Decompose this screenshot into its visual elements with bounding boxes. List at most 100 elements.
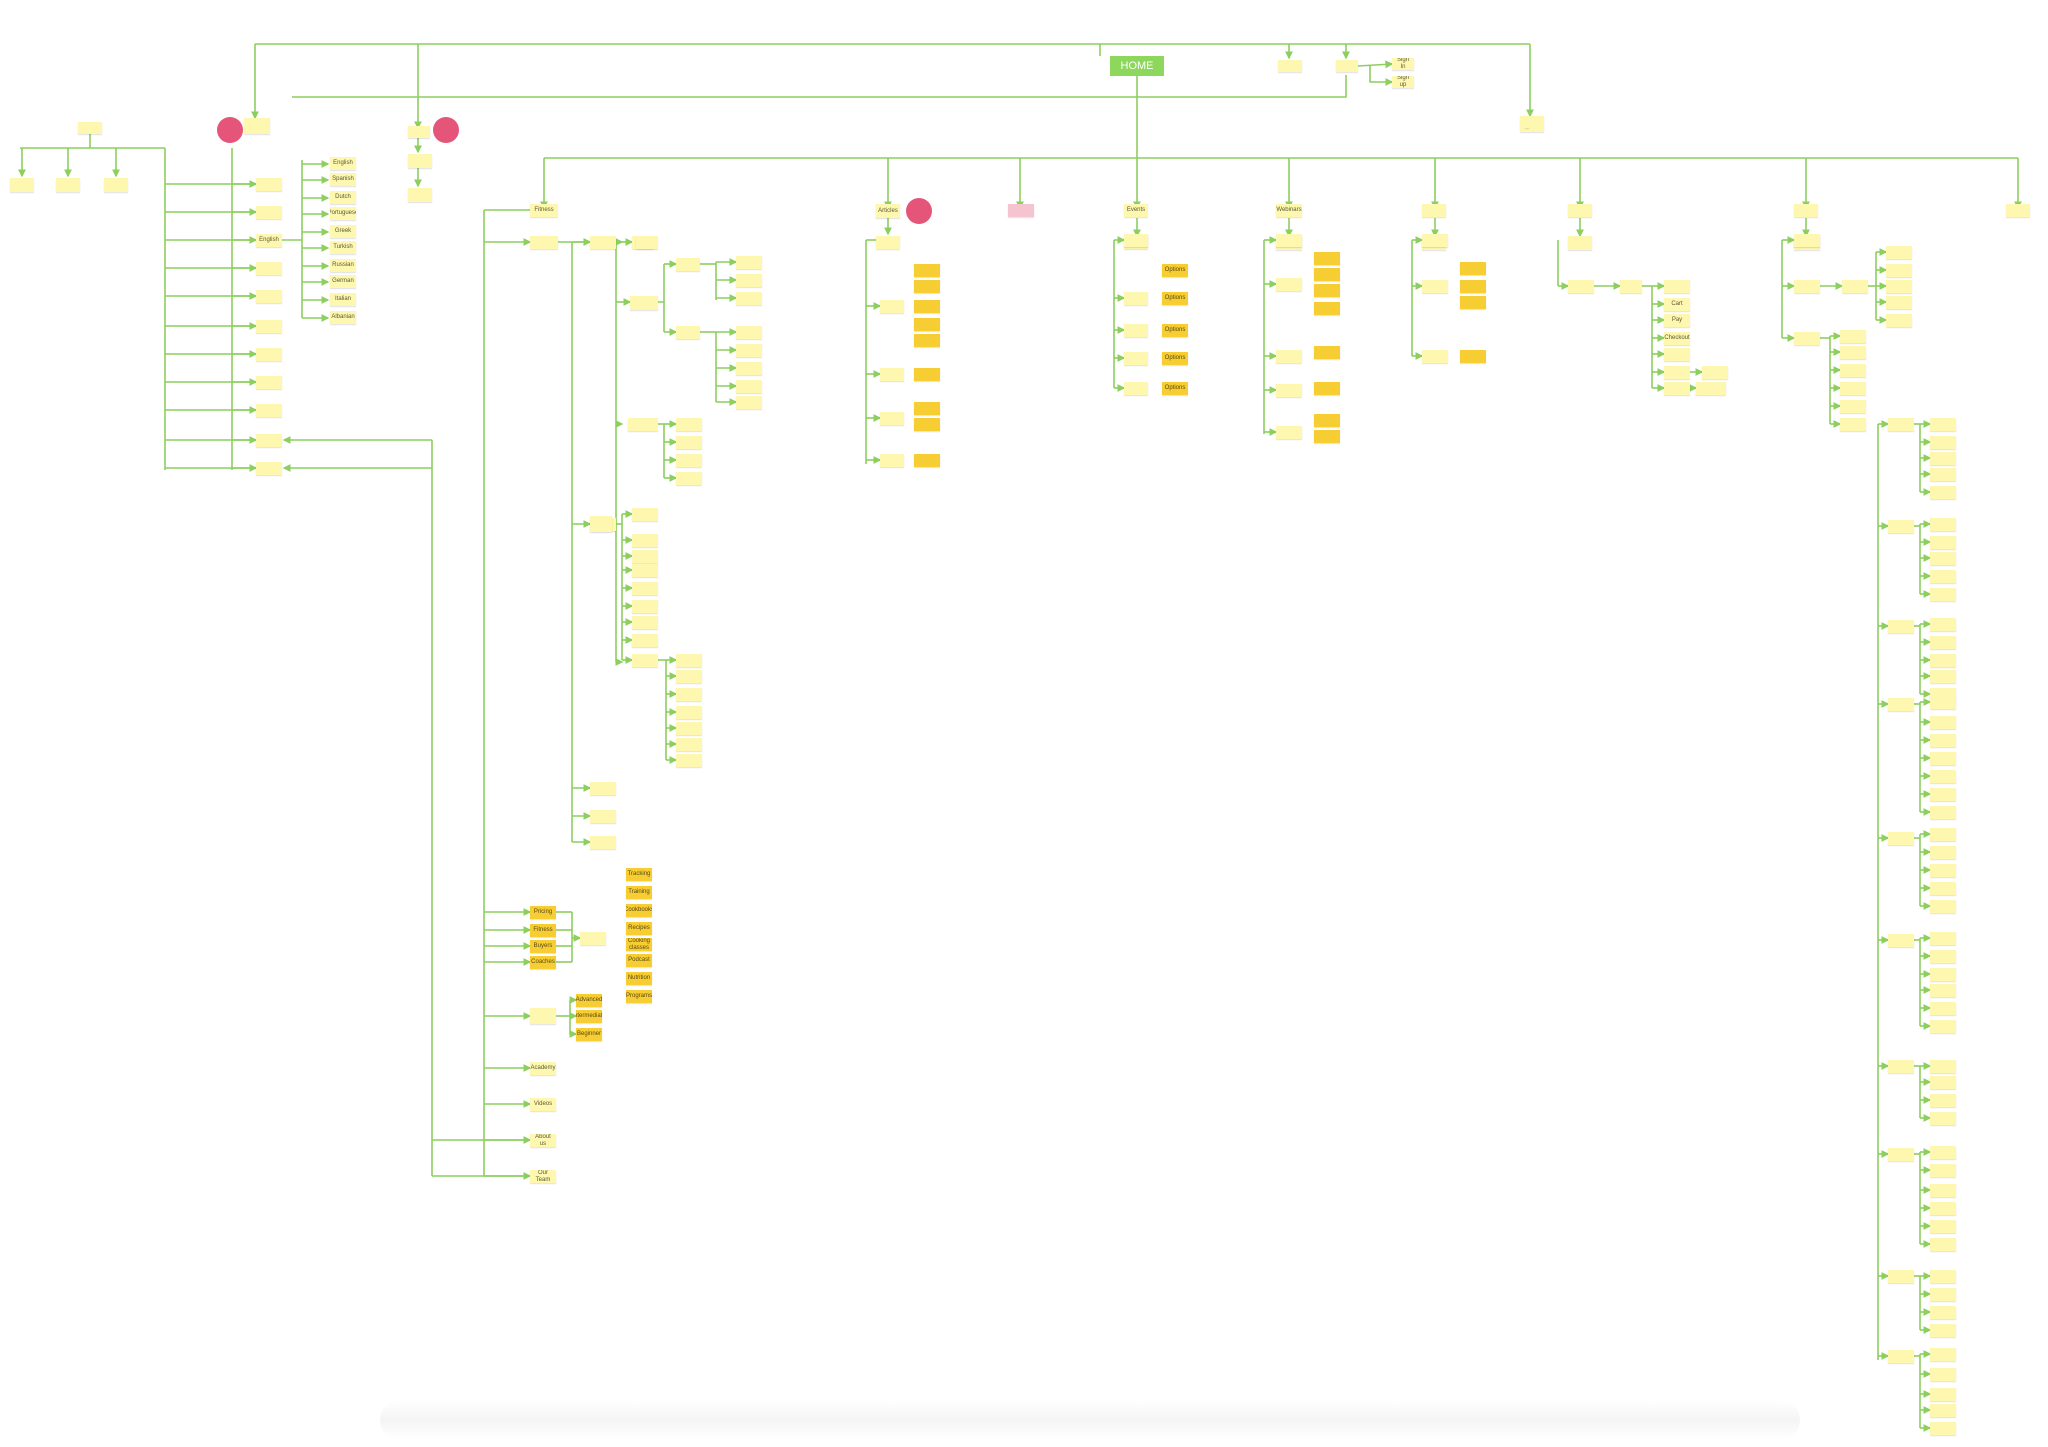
note[interactable]: [1930, 618, 1956, 631]
note[interactable]: [1930, 968, 1956, 981]
note[interactable]: [1930, 950, 1956, 963]
note[interactable]: [1422, 350, 1448, 363]
note[interactable]: [1930, 1270, 1956, 1283]
note[interactable]: [1930, 1202, 1956, 1215]
menu-note[interactable]: [256, 206, 282, 219]
highlight-note[interactable]: Podcast: [626, 954, 652, 967]
highlight-note[interactable]: [914, 334, 940, 347]
note[interactable]: [1930, 1094, 1956, 1107]
note[interactable]: [1276, 350, 1302, 363]
note[interactable]: [408, 188, 432, 202]
note[interactable]: [1930, 536, 1956, 549]
note[interactable]: [1930, 1422, 1956, 1435]
note[interactable]: [1422, 280, 1448, 293]
note[interactable]: [676, 670, 702, 683]
highlight-note[interactable]: [914, 300, 940, 313]
language-note[interactable]: Dutch: [330, 191, 356, 204]
language-root-note[interactable]: [244, 118, 270, 134]
note[interactable]: [56, 178, 80, 192]
level-note[interactable]: Intermediate: [576, 1010, 602, 1023]
note[interactable]: [1930, 570, 1956, 583]
note[interactable]: [1886, 314, 1912, 327]
note[interactable]: [1930, 1324, 1956, 1337]
note[interactable]: [1930, 932, 1956, 945]
note[interactable]: [1840, 418, 1866, 431]
note[interactable]: [1124, 324, 1148, 337]
note[interactable]: [1930, 518, 1956, 531]
options-note[interactable]: Options: [1162, 324, 1188, 337]
note[interactable]: [1930, 1220, 1956, 1233]
sign-in-note[interactable]: Sign In: [1392, 58, 1414, 70]
note[interactable]: [1840, 382, 1866, 395]
menu-note[interactable]: [256, 348, 282, 361]
note[interactable]: [1620, 280, 1642, 293]
highlight-note[interactable]: Cooking classes: [626, 938, 652, 951]
language-note[interactable]: Russian: [330, 259, 356, 272]
menu-note[interactable]: [256, 434, 282, 447]
note[interactable]: [1930, 1238, 1956, 1251]
note[interactable]: [632, 582, 658, 595]
note[interactable]: [1930, 588, 1956, 601]
highlight-note[interactable]: Training: [626, 886, 652, 899]
highlight-note[interactable]: [1314, 346, 1340, 359]
note[interactable]: [1276, 234, 1302, 247]
note[interactable]: [876, 236, 900, 249]
language-note[interactable]: German: [330, 275, 356, 288]
menu-note[interactable]: [256, 262, 282, 275]
note[interactable]: [530, 236, 558, 249]
note[interactable]: [1930, 828, 1956, 841]
note[interactable]: [1930, 486, 1956, 499]
note[interactable]: [1930, 418, 1956, 431]
note[interactable]: [736, 256, 762, 269]
note[interactable]: [1888, 934, 1914, 947]
note[interactable]: [1422, 204, 1446, 217]
highlight-note[interactable]: Coaches: [530, 956, 556, 969]
events-note[interactable]: Events: [1124, 204, 1148, 217]
menu-note[interactable]: [256, 376, 282, 389]
note[interactable]: [676, 472, 702, 485]
note[interactable]: [632, 634, 658, 647]
note[interactable]: [676, 722, 702, 735]
note[interactable]: [1888, 832, 1914, 845]
highlight-note[interactable]: Tracking: [626, 868, 652, 881]
note[interactable]: [1276, 384, 1302, 397]
language-note[interactable]: Italian: [330, 293, 356, 306]
note[interactable]: [676, 738, 702, 751]
home-node[interactable]: HOME: [1110, 56, 1164, 76]
note[interactable]: [880, 454, 904, 467]
note[interactable]: [1888, 698, 1914, 711]
note[interactable]: [736, 274, 762, 287]
highlight-note[interactable]: [1314, 430, 1340, 443]
note[interactable]: [590, 782, 616, 795]
note[interactable]: [1930, 716, 1956, 729]
highlight-note[interactable]: [1460, 350, 1486, 363]
note[interactable]: [1888, 620, 1914, 633]
note[interactable]: [1930, 452, 1956, 465]
note[interactable]: [1930, 770, 1956, 783]
note[interactable]: [1842, 280, 1868, 293]
note[interactable]: [1930, 984, 1956, 997]
note[interactable]: [1930, 1112, 1956, 1125]
note[interactable]: [1794, 280, 1820, 293]
highlight-note[interactable]: Recipes: [626, 922, 652, 935]
highlight-note[interactable]: Buyers: [530, 940, 556, 953]
note[interactable]: [10, 178, 34, 192]
note[interactable]: [104, 178, 128, 192]
note[interactable]: [632, 534, 658, 547]
language-note[interactable]: Turkish: [330, 241, 356, 254]
note[interactable]: [1930, 552, 1956, 565]
note[interactable]: [630, 296, 658, 310]
auth-note[interactable]: [1336, 60, 1358, 72]
highlight-note[interactable]: [1314, 284, 1340, 297]
note[interactable]: [1930, 806, 1956, 819]
note[interactable]: [1930, 1288, 1956, 1301]
articles-note[interactable]: Articles: [876, 204, 900, 218]
note[interactable]: [1840, 400, 1866, 413]
note[interactable]: [1840, 364, 1866, 377]
menu-note[interactable]: [256, 178, 282, 191]
note[interactable]: [1840, 346, 1866, 359]
note[interactable]: [1930, 436, 1956, 449]
note[interactable]: [676, 418, 702, 431]
note[interactable]: [1276, 278, 1302, 291]
note[interactable]: [1886, 296, 1912, 309]
